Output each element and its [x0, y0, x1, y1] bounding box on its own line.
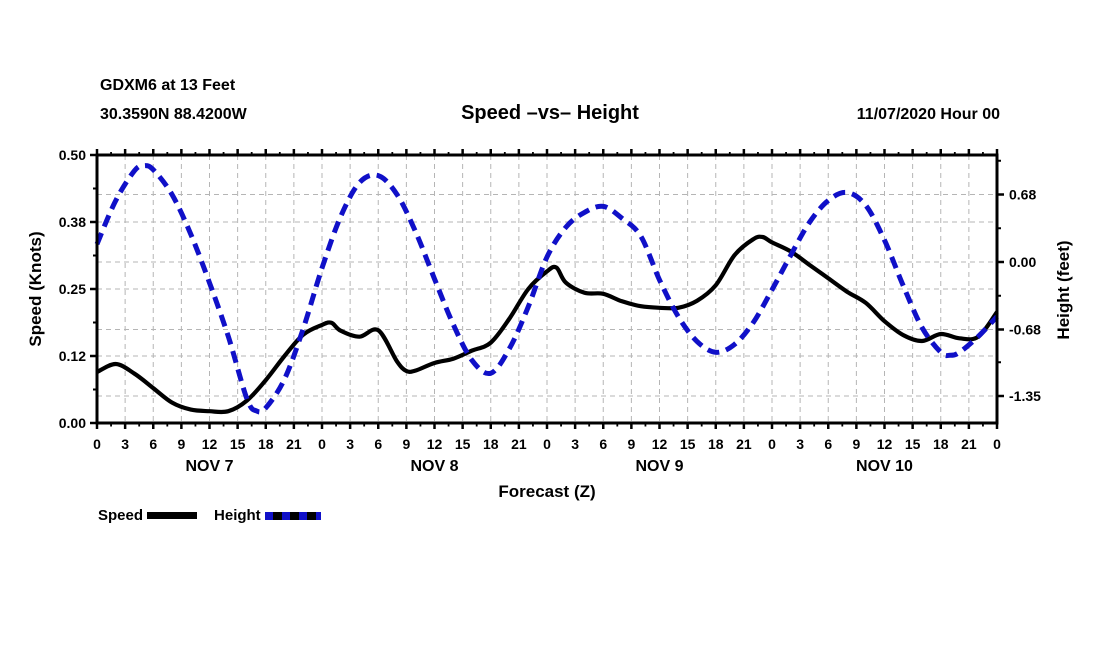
right-tick-label: -1.35	[1009, 388, 1041, 404]
hour-tick-label: 9	[852, 436, 860, 452]
day-label: NOV 9	[635, 458, 683, 475]
hour-tick-label: 0	[768, 436, 776, 452]
hour-tick-label: 12	[202, 436, 218, 452]
hour-tick-label: 0	[543, 436, 551, 452]
hour-tick-label: 18	[483, 436, 499, 452]
right-tick-label: 0.00	[1009, 254, 1036, 270]
hour-tick-label: 15	[230, 436, 246, 452]
hour-tick-label: 3	[121, 436, 129, 452]
forecast-datetime: 11/07/2020 Hour 00	[856, 106, 1000, 123]
hour-tick-label: 18	[933, 436, 949, 452]
day-label: NOV 7	[185, 458, 233, 475]
station-coordinates: 30.3590N 88.4200W	[100, 106, 247, 123]
hour-tick-label: 3	[346, 436, 354, 452]
hour-tick-label: 21	[511, 436, 527, 452]
station-id: GDXM6 at 13 Feet	[100, 77, 236, 94]
left-tick-label: 0.00	[59, 415, 86, 431]
left-tick-label: 0.12	[59, 348, 86, 364]
hour-tick-label: 3	[796, 436, 804, 452]
hour-tick-label: 3	[571, 436, 579, 452]
hour-tick-label: 6	[599, 436, 607, 452]
day-label: NOV 10	[856, 458, 913, 475]
hour-tick-label: 6	[374, 436, 382, 452]
chart-title: Speed –vs– Height	[461, 102, 639, 124]
right-tick-label: 0.68	[1009, 187, 1036, 203]
hour-tick-label: 15	[905, 436, 921, 452]
left-tick-label: 0.38	[59, 214, 86, 230]
left-tick-label: 0.25	[59, 281, 86, 297]
right-tick-label: -0.68	[1009, 321, 1041, 337]
day-label: NOV 8	[410, 458, 458, 475]
hour-tick-label: 9	[402, 436, 410, 452]
hour-tick-label: 6	[824, 436, 832, 452]
legend-speed-label: Speed	[98, 507, 144, 524]
height-line-swatch	[264, 511, 321, 520]
chart-legend: Speed Height	[98, 507, 321, 524]
height-curve	[94, 163, 999, 415]
speed-line-swatch	[147, 512, 198, 519]
hour-tick-label: 12	[427, 436, 443, 452]
hour-tick-label: 12	[877, 436, 893, 452]
x-axis-title: Forecast (Z)	[498, 482, 596, 501]
legend-height-label: Height	[214, 507, 261, 524]
hour-tick-label: 12	[652, 436, 668, 452]
hour-tick-label: 21	[286, 436, 302, 452]
hour-tick-label: 0	[93, 436, 101, 452]
speed-curve	[96, 234, 999, 415]
hour-tick-label: 15	[455, 436, 471, 452]
hour-tick-label: 6	[149, 436, 157, 452]
hour-tick-label: 18	[258, 436, 274, 452]
hour-tick-label: 21	[961, 436, 977, 452]
hour-tick-label: 0	[318, 436, 326, 452]
hour-tick-label: 9	[627, 436, 635, 452]
hour-tick-label: 21	[736, 436, 752, 452]
hour-tick-label: 15	[680, 436, 696, 452]
hour-tick-label: 0	[993, 436, 1001, 452]
hour-tick-label: 18	[708, 436, 724, 452]
left-tick-label: 0.50	[59, 147, 86, 163]
hour-tick-label: 9	[177, 436, 185, 452]
